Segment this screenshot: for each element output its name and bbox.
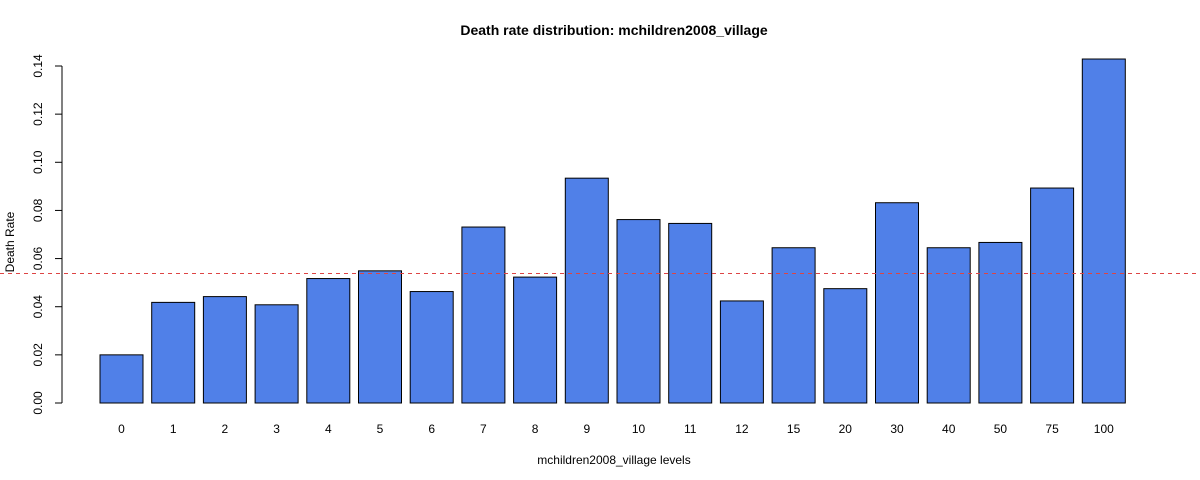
x-tick-label: 50 — [994, 422, 1008, 436]
x-tick-label: 9 — [583, 422, 590, 436]
bar — [254, 304, 299, 404]
y-axis: 0.00 0.02 0.04 0.06 0.08 0.10 0.12 0.14 — [31, 54, 63, 415]
y-tick-label: 0.02 — [31, 343, 45, 367]
bar — [668, 222, 713, 404]
x-tick-label: 0 — [118, 422, 125, 436]
y-tick-label: 0.10 — [31, 150, 45, 174]
y-axis-label: Death Rate — [3, 211, 17, 272]
x-tick-label: 7 — [480, 422, 487, 436]
y-tick-label: 0.00 — [31, 391, 45, 415]
x-tick-label: 12 — [735, 422, 749, 436]
y-tick-label: 0.12 — [31, 102, 45, 126]
bar — [202, 296, 247, 404]
x-tick-label: 5 — [377, 422, 384, 436]
x-tick-label: 75 — [1045, 422, 1059, 436]
bar — [719, 300, 764, 404]
x-tick-label: 11 — [684, 422, 697, 436]
bar — [875, 202, 919, 404]
y-tick-label: 0.14 — [31, 54, 45, 78]
bar — [1030, 187, 1075, 404]
bar — [461, 226, 506, 404]
x-tick-label: 10 — [632, 422, 646, 436]
bar — [978, 241, 1023, 404]
bar — [151, 301, 196, 404]
bar — [771, 247, 816, 404]
x-tick-label: 3 — [273, 422, 280, 436]
y-tick-label: 0.04 — [31, 295, 45, 319]
x-tick-label: 40 — [942, 422, 956, 436]
x-tick-label: 8 — [532, 422, 539, 436]
x-tick-label: 100 — [1094, 422, 1114, 436]
bar — [513, 276, 558, 404]
x-axis-label: mchildren2008_village levels — [537, 453, 690, 467]
bars — [99, 58, 1126, 404]
bar — [409, 291, 454, 404]
bar — [564, 177, 609, 404]
bar — [99, 354, 144, 404]
y-tick-label: 0.06 — [31, 247, 45, 271]
x-axis-tick-labels: 0 1 2 3 4 5 6 7 8 9 10 11 12 15 20 30 40 50 75 100 — [118, 422, 1114, 436]
y-tick-label: 0.08 — [31, 198, 45, 222]
chart-title: Death rate distribution: mchildren2008_v… — [460, 22, 768, 38]
x-tick-label: 4 — [325, 422, 332, 436]
x-tick-label: 15 — [787, 422, 801, 436]
bar — [926, 247, 971, 404]
x-tick-label: 1 — [170, 422, 177, 436]
x-tick-label: 6 — [428, 422, 435, 436]
bar — [616, 219, 661, 404]
x-tick-label: 30 — [890, 422, 904, 436]
bar — [358, 270, 402, 404]
bar — [1081, 58, 1126, 404]
x-tick-label: 20 — [839, 422, 853, 436]
bar — [823, 288, 868, 404]
bar — [306, 278, 351, 404]
x-tick-label: 2 — [222, 422, 229, 436]
